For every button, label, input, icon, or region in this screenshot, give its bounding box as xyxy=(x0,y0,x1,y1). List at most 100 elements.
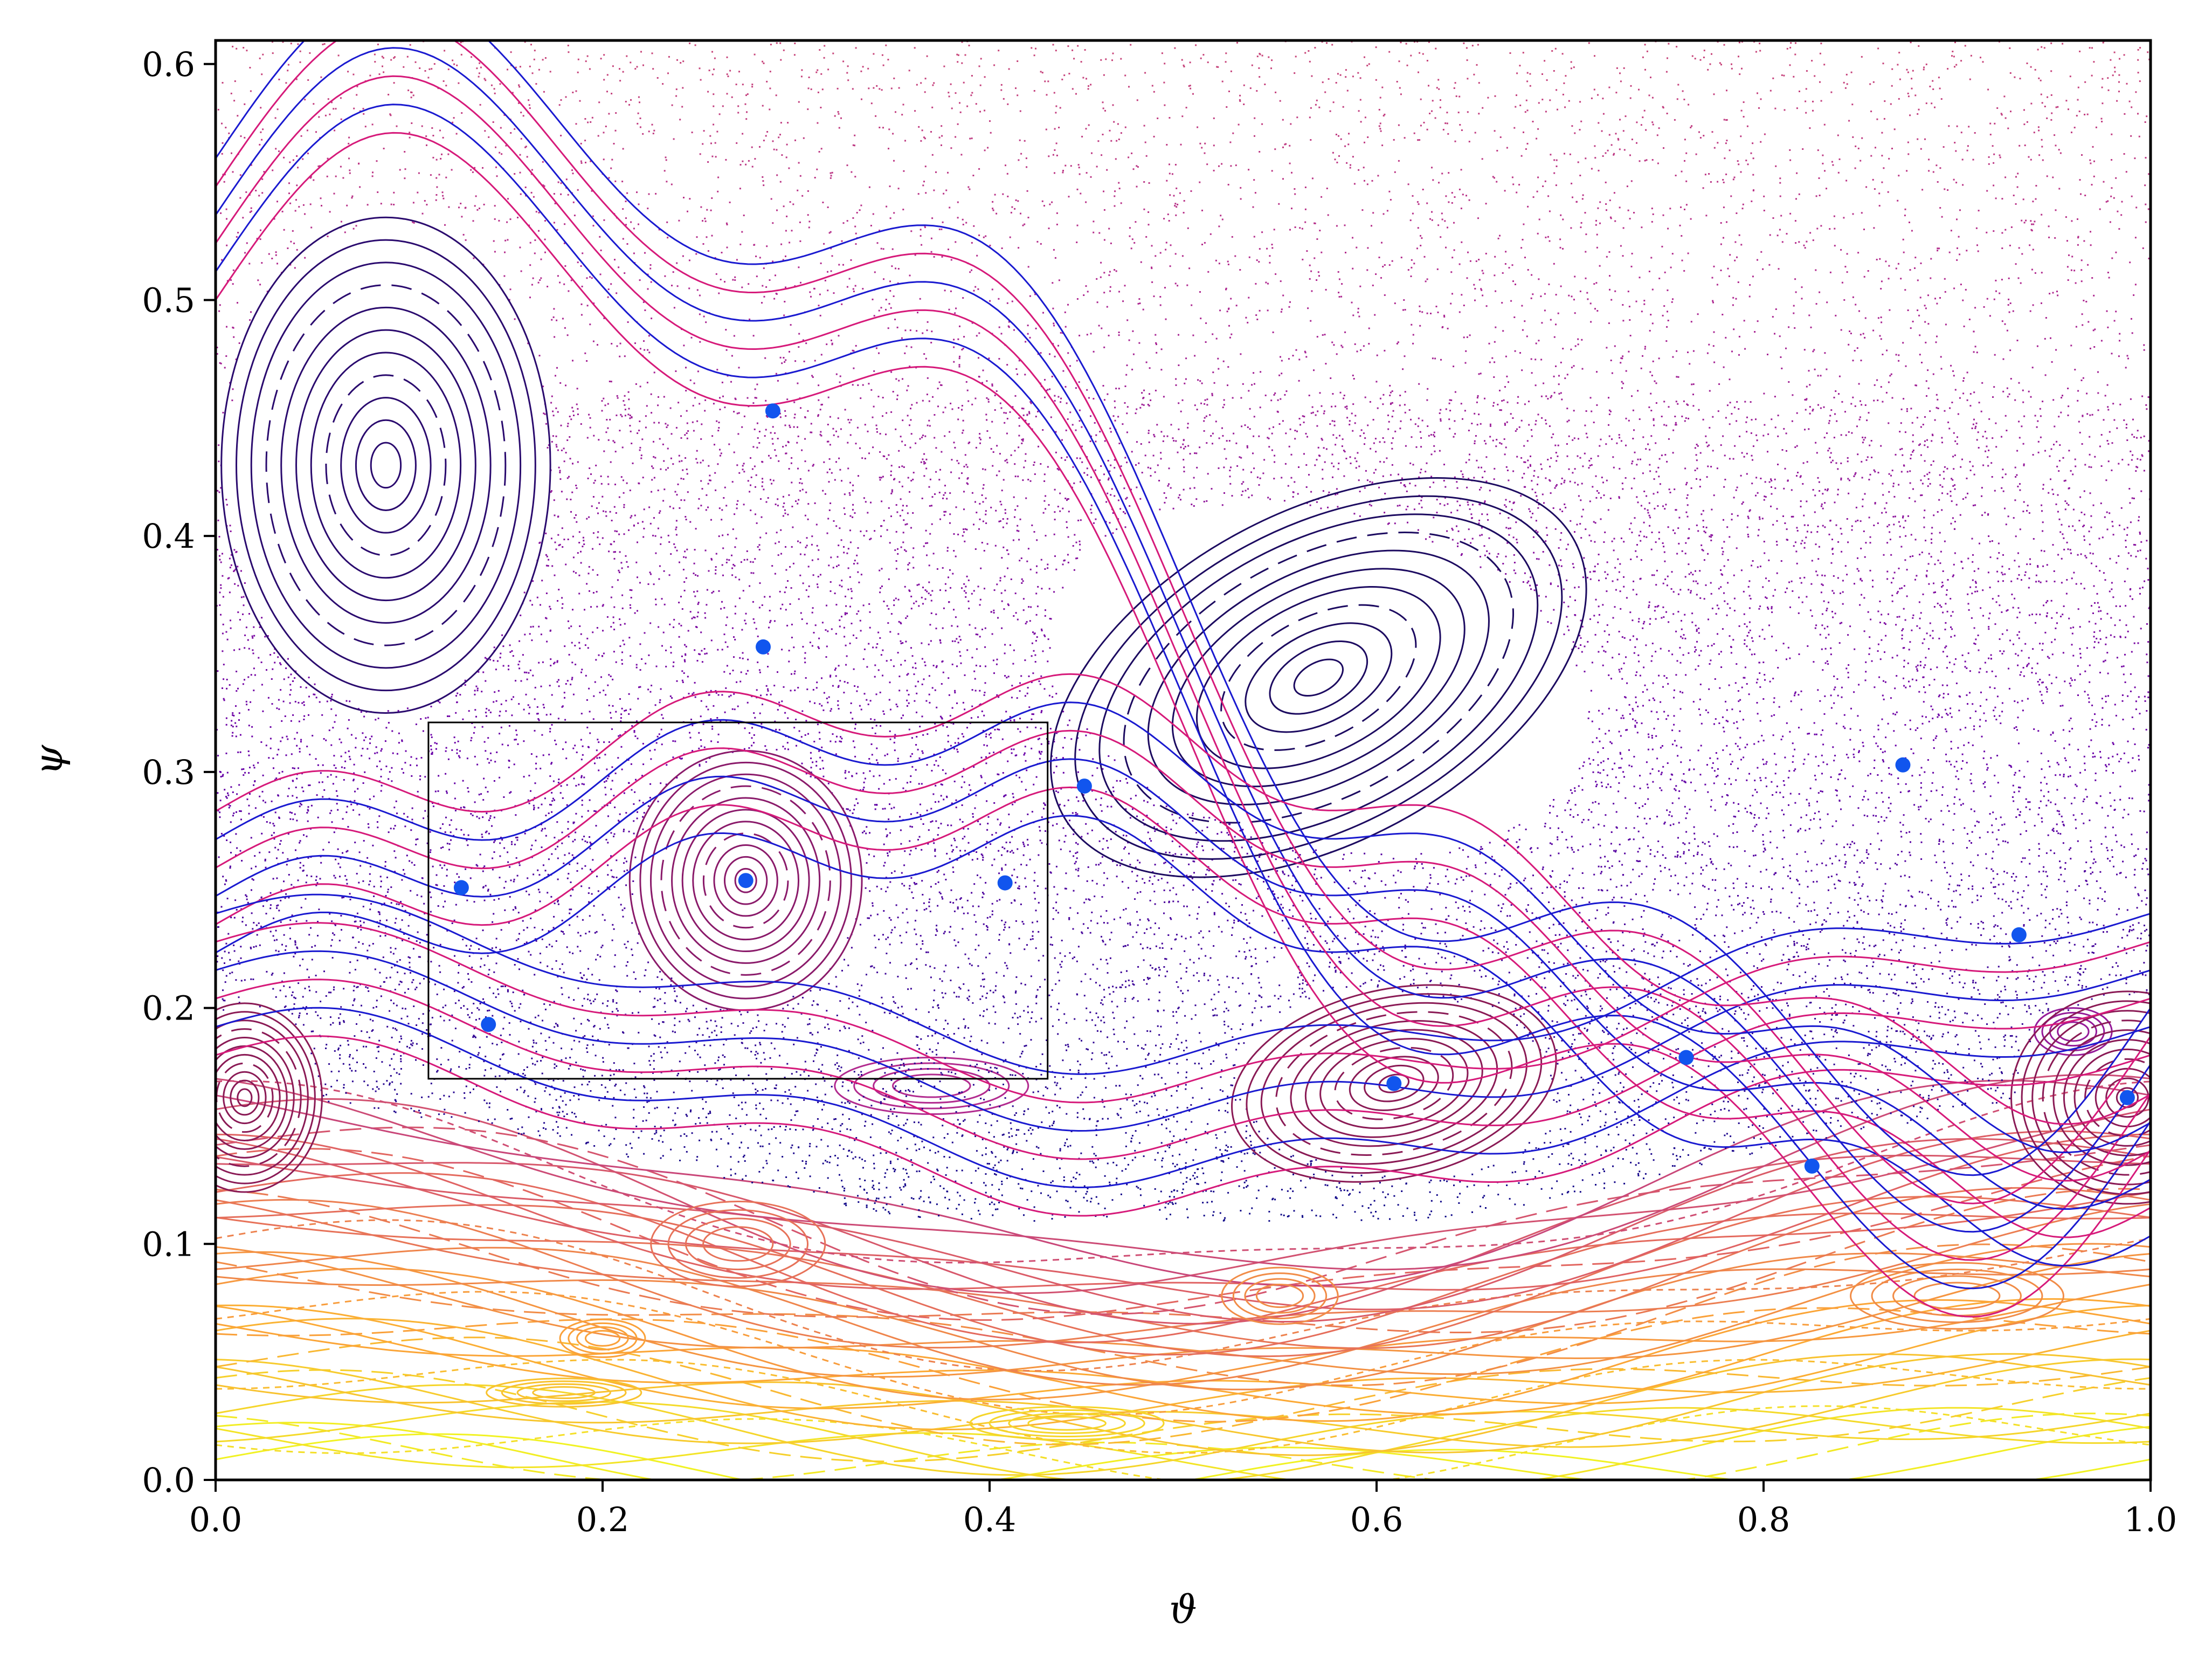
chaotic-orbit-dot xyxy=(1658,127,1660,129)
chaotic-orbit-dot xyxy=(1919,617,1921,619)
chaotic-orbit-dot xyxy=(1441,212,1443,215)
chaotic-orbit-dot xyxy=(572,410,575,412)
chaotic-orbit-dot xyxy=(259,284,261,286)
chaotic-orbit-dot xyxy=(1052,1025,1054,1027)
chaotic-orbit-dot xyxy=(1194,1014,1197,1016)
chaotic-orbit-dot xyxy=(1451,539,1454,541)
chaotic-orbit-dot xyxy=(1604,571,1606,573)
chaotic-orbit-dot xyxy=(1900,278,1902,280)
chaotic-orbit-dot xyxy=(1349,167,1351,169)
chaotic-orbit-dot xyxy=(496,1086,498,1088)
chaotic-orbit-dot xyxy=(986,829,989,831)
chaotic-orbit-dot xyxy=(1928,159,1930,161)
chaotic-orbit-dot xyxy=(1645,448,1647,450)
chaotic-orbit-dot xyxy=(1552,507,1554,509)
chaotic-orbit-dot xyxy=(1580,1032,1582,1035)
chaotic-orbit-dot xyxy=(1749,649,1751,651)
chaotic-orbit-dot xyxy=(1235,955,1238,958)
chaotic-orbit-dot xyxy=(1927,759,1929,761)
chaotic-orbit-dot xyxy=(2077,99,2079,101)
resonance-island-curve xyxy=(1871,1269,2043,1324)
chaotic-orbit-dot xyxy=(1854,915,1856,917)
chaotic-orbit-dot xyxy=(1970,773,1972,775)
chaotic-orbit-dot xyxy=(445,1004,447,1007)
chaotic-orbit-dot xyxy=(1055,142,1057,144)
chaotic-orbit-dot xyxy=(1458,188,1461,190)
chaotic-orbit-dot xyxy=(1958,778,1960,780)
chaotic-orbit-dot xyxy=(398,1073,400,1075)
chaotic-orbit-dot xyxy=(995,1087,997,1090)
chaotic-orbit-dot xyxy=(1257,977,1260,979)
chaotic-orbit-dot xyxy=(895,778,897,780)
chaotic-orbit-dot xyxy=(1941,684,1944,686)
chaotic-orbit-dot xyxy=(1082,800,1084,802)
chaotic-orbit-dot xyxy=(647,208,649,210)
chaotic-orbit-dot xyxy=(488,1009,490,1011)
chaotic-orbit-dot xyxy=(618,1069,620,1071)
chaotic-orbit-dot xyxy=(1668,814,1670,816)
chaotic-orbit-dot xyxy=(1790,700,1792,702)
chaotic-orbit-dot xyxy=(1077,867,1080,870)
chaotic-orbit-dot xyxy=(631,948,633,950)
chaotic-orbit-dot xyxy=(1900,930,1902,932)
chaotic-orbit-dot xyxy=(1353,918,1354,920)
chaotic-orbit-dot xyxy=(2023,464,2025,466)
chaotic-orbit-dot xyxy=(483,865,486,867)
chaotic-orbit-dot xyxy=(225,752,227,754)
chaotic-orbit-dot xyxy=(1656,757,1658,760)
chaotic-orbit-dot xyxy=(1700,873,1702,875)
chaotic-orbit-dot xyxy=(1772,678,1774,680)
chaotic-orbit-dot xyxy=(1814,733,1816,735)
chaotic-orbit-dot xyxy=(941,256,943,258)
chaotic-orbit-dot xyxy=(941,683,943,685)
chaotic-orbit-dot xyxy=(1428,995,1430,997)
chaotic-orbit-dot xyxy=(1695,454,1697,456)
chaotic-orbit-dot xyxy=(1394,881,1397,884)
chaotic-orbit-dot xyxy=(922,399,924,402)
chaotic-orbit-dot xyxy=(1453,955,1455,958)
chaotic-orbit-dot xyxy=(1752,1124,1754,1126)
chaotic-orbit-dot xyxy=(2095,725,2097,727)
chaotic-orbit-dot xyxy=(1319,949,1322,952)
chaotic-orbit-dot xyxy=(586,55,589,57)
chaotic-orbit-dot xyxy=(1966,477,1968,479)
chaotic-orbit-dot xyxy=(1017,476,1019,478)
chaotic-orbit-dot xyxy=(1434,436,1435,438)
chaotic-orbit-dot xyxy=(554,837,556,839)
chaotic-orbit-dot xyxy=(1538,218,1540,221)
chaotic-orbit-dot xyxy=(1230,70,1232,72)
chaotic-orbit-dot xyxy=(878,352,880,354)
chaotic-orbit-dot xyxy=(2090,526,2092,528)
chaotic-orbit-dot xyxy=(1861,212,1863,214)
chaotic-orbit-dot xyxy=(601,400,603,402)
chaotic-orbit-dot xyxy=(501,153,503,155)
chaotic-orbit-dot xyxy=(876,643,879,645)
chaotic-orbit-dot xyxy=(982,468,984,470)
chaotic-orbit-dot xyxy=(2043,550,2045,552)
chaotic-orbit-dot xyxy=(2091,851,2092,853)
chaotic-orbit-dot xyxy=(262,710,264,712)
chaotic-orbit-dot xyxy=(518,84,520,86)
chaotic-orbit-dot xyxy=(1634,1100,1635,1102)
chaotic-orbit-dot xyxy=(918,1197,921,1200)
chaotic-orbit-dot xyxy=(2001,114,2003,116)
chaotic-orbit-dot xyxy=(1921,189,1924,191)
chaotic-orbit-dot xyxy=(950,83,952,85)
chaotic-orbit-dot xyxy=(1218,225,1220,228)
chaotic-orbit-dot xyxy=(623,506,625,508)
chaotic-orbit-dot xyxy=(1540,1188,1543,1190)
chaotic-orbit-dot xyxy=(502,665,504,667)
chaotic-orbit-dot xyxy=(542,754,544,756)
chaotic-orbit-dot xyxy=(901,872,903,874)
chaotic-orbit-dot xyxy=(1637,816,1639,817)
chaotic-orbit-dot xyxy=(793,727,796,729)
chaotic-orbit-dot xyxy=(1578,1027,1580,1029)
chaotic-orbit-dot xyxy=(2148,440,2150,442)
chaotic-orbit-dot xyxy=(1767,451,1768,453)
chaotic-orbit-dot xyxy=(734,564,736,567)
chaotic-orbit-dot xyxy=(1396,81,1398,82)
chaotic-orbit-dot xyxy=(460,829,462,831)
chaotic-orbit-dot xyxy=(1863,531,1865,532)
chaotic-orbit-dot xyxy=(1064,737,1066,739)
chaotic-orbit-dot xyxy=(1955,938,1958,940)
